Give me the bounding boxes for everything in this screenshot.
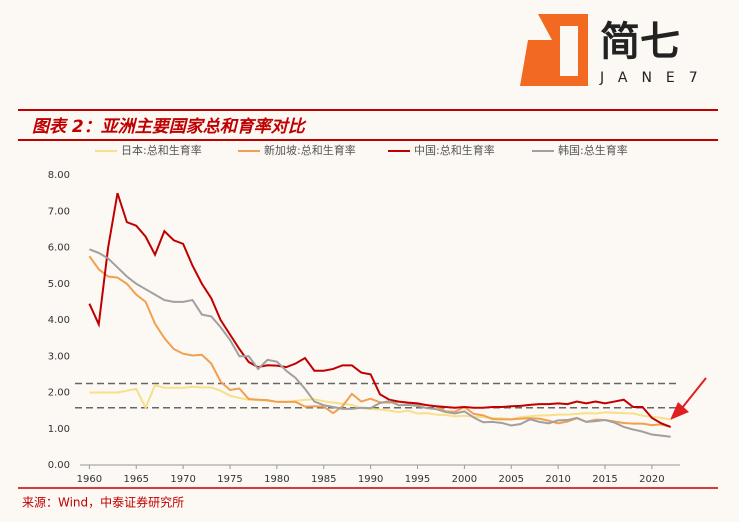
legend-label: 中国:总和生育率 xyxy=(414,143,495,157)
x-tick-label: 1965 xyxy=(124,474,149,485)
x-tick-label: 2010 xyxy=(545,474,570,485)
y-tick-label: 0.00 xyxy=(48,460,70,471)
y-tick-label: 2.00 xyxy=(48,388,70,399)
y-tick-label: 5.00 xyxy=(48,279,70,290)
x-tick-label: 1960 xyxy=(77,474,102,485)
logo-cut xyxy=(560,26,578,76)
logo-name: 简七 xyxy=(600,19,680,65)
chart-title: 图表 2：亚洲主要国家总和育率对比 xyxy=(32,117,307,137)
y-tick-label: 3.00 xyxy=(48,351,70,362)
series-line xyxy=(88,192,671,428)
x-tick-label: 2005 xyxy=(499,474,524,485)
legend-label: 韩国:总生育率 xyxy=(558,143,628,157)
x-tick-label: 1975 xyxy=(217,474,242,485)
x-tick-label: 1990 xyxy=(358,474,383,485)
x-tick-label: 1985 xyxy=(311,474,336,485)
series-line xyxy=(89,384,671,421)
y-tick-label: 8.00 xyxy=(48,170,70,181)
source: 来源：Wind，中泰证券研究所 xyxy=(22,495,184,510)
y-tick-label: 4.00 xyxy=(48,315,70,326)
series-line xyxy=(88,255,671,428)
y-tick-label: 1.00 xyxy=(48,424,70,435)
legend-label: 日本:总和生育率 xyxy=(121,143,202,157)
x-tick-label: 1980 xyxy=(264,474,289,485)
arrow xyxy=(681,377,707,409)
x-tick-label: 1995 xyxy=(405,474,430,485)
x-tick-label: 2000 xyxy=(452,474,477,485)
series-line xyxy=(89,248,671,438)
legend-label: 新加坡:总和生育率 xyxy=(264,143,356,157)
arrow-head xyxy=(670,402,689,420)
y-tick-label: 6.00 xyxy=(48,243,70,254)
logo-sub: JANE7 xyxy=(599,70,712,86)
y-tick-label: 7.00 xyxy=(48,206,70,217)
x-tick-label: 2020 xyxy=(639,474,664,485)
x-tick-label: 2015 xyxy=(592,474,617,485)
x-tick-label: 1970 xyxy=(170,474,195,485)
